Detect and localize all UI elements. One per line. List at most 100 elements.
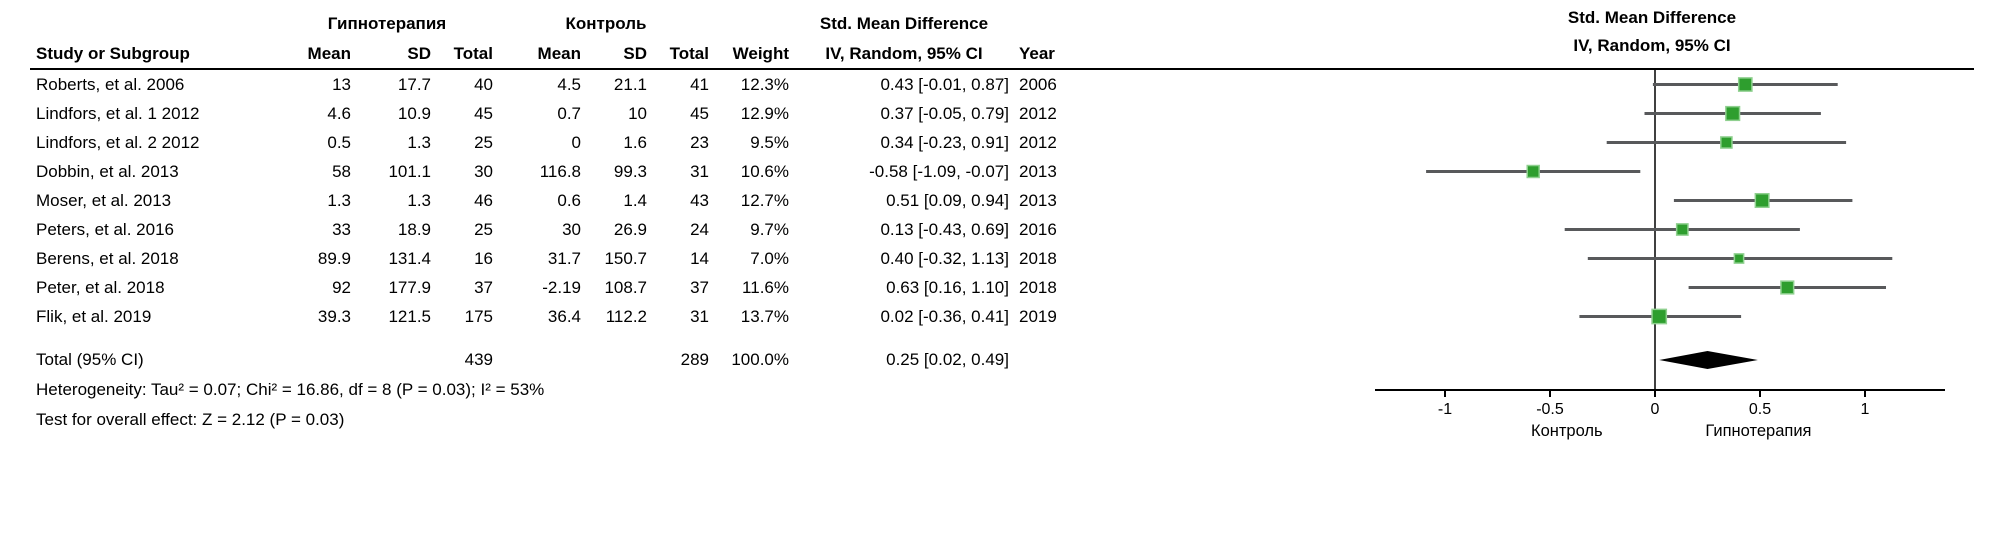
study-row: Peters, et al. 2016 33 18.9 25 30 26.9 2… — [36, 215, 1072, 244]
control-total: 23 — [690, 132, 709, 152]
total-row: Total (95% CI) 439 289 100.0% 0.25 [0.02… — [36, 345, 1072, 375]
control-total: 14 — [690, 248, 709, 268]
col-header-study: Study or Subgroup — [36, 44, 190, 63]
control-total: 31 — [690, 306, 709, 326]
study-row: Peter, et al. 2018 92 177.9 37 -2.19 108… — [36, 273, 1072, 302]
treatment-total: 16 — [474, 248, 493, 268]
study-row: Lindfors, et al. 2 2012 0.5 1.3 25 0 1.6… — [36, 128, 1072, 157]
treatment-sd: 10.9 — [397, 103, 431, 123]
total-weight: 100.0% — [731, 350, 789, 369]
control-sd: 10 — [628, 103, 647, 123]
year: 2013 — [1019, 190, 1057, 210]
weight: 12.7% — [740, 190, 789, 210]
axis-tick-label: 0 — [1651, 401, 1660, 418]
treatment-total: 175 — [464, 306, 493, 326]
col-header-treatment-mean: Mean — [307, 44, 351, 63]
control-sd: 26.9 — [613, 219, 647, 239]
control-group-header: Контроль — [565, 14, 647, 33]
axis-label-treatment: Гипнотерапия — [1705, 422, 1811, 440]
control-total: 41 — [690, 74, 709, 94]
treatment-mean: 39.3 — [317, 306, 351, 326]
group-header-row: Гипнотерапия Контроль Std. Mean Differen… — [36, 10, 1072, 38]
effect-marker — [1526, 164, 1540, 179]
study-name: Roberts, et al. 2006 — [36, 74, 185, 94]
effect-marker — [1651, 308, 1668, 325]
control-mean: 4.5 — [557, 74, 581, 94]
control-mean: 31.7 — [547, 248, 581, 268]
study-row: Moser, et al. 2013 1.3 1.3 46 0.6 1.4 43… — [36, 186, 1072, 215]
treatment-total: 46 — [474, 190, 493, 210]
control-mean: 30 — [562, 219, 581, 239]
effect-marker — [1675, 223, 1689, 236]
year: 2012 — [1019, 132, 1057, 152]
col-header-control-sd: SD — [623, 44, 647, 63]
year: 2006 — [1019, 74, 1057, 94]
smd-ci: 0.63 [0.16, 1.10] — [886, 277, 1009, 297]
treatment-sd: 17.7 — [397, 74, 431, 94]
study-name: Moser, et al. 2013 — [36, 190, 172, 210]
spacer-row — [36, 331, 1072, 345]
study-row: Flik, et al. 2019 39.3 121.5 175 36.4 11… — [36, 302, 1072, 331]
weight: 9.5% — [750, 132, 789, 152]
study-name: Peter, et al. 2018 — [36, 277, 165, 297]
spacer-cell — [36, 10, 276, 38]
weight: 12.9% — [740, 103, 789, 123]
treatment-sd: 1.3 — [407, 190, 431, 210]
control-total: 43 — [690, 190, 709, 210]
smd-ci: 0.13 [-0.43, 0.69] — [880, 219, 1009, 239]
study-name: Flik, et al. 2019 — [36, 306, 152, 326]
treatment-mean: 1.3 — [327, 190, 351, 210]
heterogeneity-row: Heterogeneity: Tau² = 0.07; Chi² = 16.86… — [36, 375, 1072, 405]
col-header-control-mean: Mean — [537, 44, 581, 63]
treatment-group-header: Гипнотерапия — [327, 14, 447, 33]
control-mean: -2.19 — [542, 277, 581, 297]
heterogeneity-text: Heterogeneity: Tau² = 0.07; Chi² = 16.86… — [36, 380, 545, 399]
weight: 12.3% — [740, 74, 789, 94]
axis-tick-label: -0.5 — [1536, 401, 1564, 418]
year: 2016 — [1019, 219, 1057, 239]
total-treatment-n: 439 — [464, 350, 493, 369]
study-row: Lindfors, et al. 1 2012 4.6 10.9 45 0.7 … — [36, 99, 1072, 128]
total-control-n: 289 — [680, 350, 709, 369]
total-label: Total (95% CI) — [36, 350, 144, 369]
study-name: Berens, et al. 2018 — [36, 248, 179, 268]
study-name: Dobbin, et al. 2013 — [36, 161, 179, 181]
year: 2018 — [1019, 248, 1057, 268]
axis-tick-label: 1 — [1861, 401, 1870, 418]
effect-marker — [1725, 105, 1741, 122]
smd-ci: 0.40 [-0.32, 1.13] — [880, 248, 1009, 268]
treatment-mean: 0.5 — [327, 132, 351, 152]
control-sd: 112.2 — [605, 306, 647, 326]
control-mean: 0 — [571, 132, 581, 152]
axis-tick-label: -1 — [1438, 401, 1452, 418]
study-rows: Roberts, et al. 2006 13 17.7 40 4.5 21.1… — [36, 70, 1072, 331]
plot-title-line1: Std. Mean Difference — [1567, 8, 1737, 27]
total-ci: 0.25 [0.02, 0.49] — [886, 350, 1009, 369]
axis-tick-label: 0.5 — [1749, 401, 1771, 418]
header-divider — [30, 68, 1974, 70]
effect-marker — [1737, 77, 1753, 92]
effect-marker — [1780, 280, 1795, 295]
forest-plot-canvas: -1 -0.5 0 0.5 1 Контроль Гипнотерапия — [1375, 70, 1945, 440]
control-mean: 0.7 — [557, 103, 581, 123]
treatment-sd: 101.1 — [388, 161, 431, 181]
smd-ci: 0.43 [-0.01, 0.87] — [880, 74, 1009, 94]
spacer-cell — [1014, 10, 1072, 38]
study-row: Roberts, et al. 2006 13 17.7 40 4.5 21.1… — [36, 70, 1072, 99]
col-header-treatment-sd: SD — [407, 44, 431, 63]
study-row: Dobbin, et al. 2013 58 101.1 30 116.8 99… — [36, 157, 1072, 186]
control-sd: 99.3 — [613, 161, 647, 181]
treatment-sd: 121.5 — [388, 306, 431, 326]
treatment-total: 25 — [474, 219, 493, 239]
col-header-control-total: Total — [669, 44, 709, 63]
weight: 7.0% — [750, 248, 789, 268]
study-name: Lindfors, et al. 2 2012 — [36, 132, 200, 152]
control-total: 24 — [690, 219, 709, 239]
column-header-row: Study or Subgroup Mean SD Total Mean SD … — [36, 38, 1072, 70]
control-sd: 1.6 — [623, 132, 647, 152]
treatment-sd: 131.4 — [388, 248, 431, 268]
smd-ci: 0.34 [-0.23, 0.91] — [880, 132, 1009, 152]
effect-marker — [1733, 253, 1745, 264]
overall-effect-text: Test for overall effect: Z = 2.12 (P = 0… — [36, 410, 345, 429]
control-total: 37 — [690, 277, 709, 297]
